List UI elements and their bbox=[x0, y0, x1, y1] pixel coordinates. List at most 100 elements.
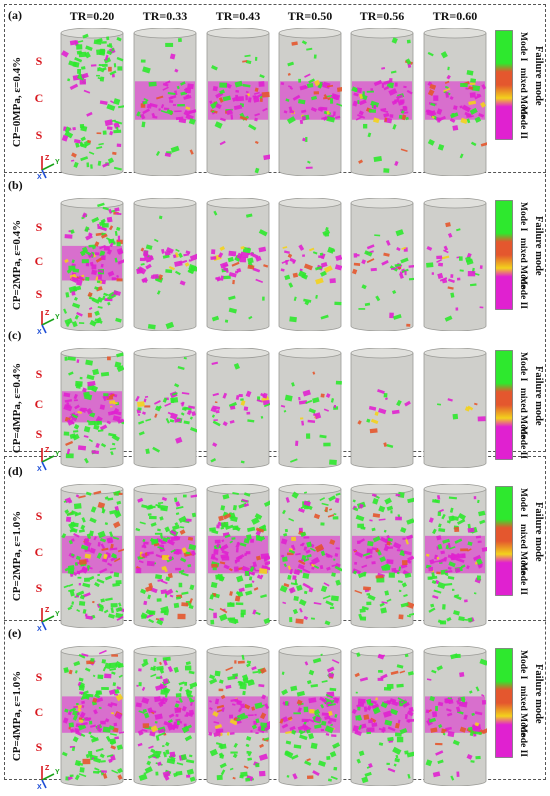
zone-label-center: C bbox=[34, 397, 44, 412]
cylinder-specimen bbox=[278, 646, 342, 786]
legend-label-2: Mode II bbox=[518, 276, 528, 309]
cylinder-specimen bbox=[60, 646, 124, 786]
axis-z-label: Z bbox=[45, 155, 50, 162]
zone-label-center: C bbox=[34, 544, 44, 559]
panel-condition-label: CP=2MPa, ε=1.0% bbox=[11, 510, 23, 602]
axis-z-label: Z bbox=[45, 447, 50, 454]
panel-id: (a) bbox=[8, 8, 22, 22]
cylinder-specimen bbox=[206, 28, 270, 176]
cylinder-specimen bbox=[133, 198, 197, 331]
group-frame-bottom bbox=[4, 456, 546, 780]
axis-x-label: X bbox=[37, 174, 42, 180]
cylinder-specimen bbox=[133, 28, 197, 176]
cylinder-specimen bbox=[278, 348, 342, 468]
axis-x-label: X bbox=[37, 466, 42, 472]
axis-z-label: Z bbox=[45, 310, 50, 317]
cylinder-specimen bbox=[133, 484, 197, 628]
zone-label-side: S bbox=[35, 220, 43, 235]
cylinder-specimen bbox=[278, 484, 342, 628]
cylinder-specimen bbox=[350, 198, 414, 331]
legend-title: Failure mode bbox=[533, 216, 544, 276]
legend-title: Failure mode bbox=[533, 502, 544, 562]
cylinder-specimen bbox=[278, 198, 342, 331]
cylinder-specimen bbox=[60, 484, 124, 628]
legend-color-bar bbox=[495, 486, 513, 596]
separator-ab bbox=[4, 172, 546, 173]
axis-y-label: Y bbox=[55, 611, 60, 618]
axis-x-label: X bbox=[37, 329, 42, 335]
panel-id: (b) bbox=[8, 178, 23, 192]
cylinder-specimen bbox=[133, 348, 197, 468]
legend-label-0: Mode I bbox=[518, 352, 528, 382]
axis-y-label: Y bbox=[55, 159, 60, 166]
cylinder-specimen bbox=[350, 484, 414, 628]
column-header-4: TR=0.56 bbox=[359, 9, 405, 23]
legend-label-0: Mode I bbox=[518, 650, 528, 680]
zone-label-side: S bbox=[35, 127, 43, 142]
axis-y-label: Y bbox=[55, 314, 60, 321]
zone-label-side: S bbox=[35, 53, 43, 68]
cylinder-specimen bbox=[60, 348, 124, 468]
cylinder-specimen bbox=[423, 484, 487, 628]
column-header-5: TR=0.60 bbox=[432, 9, 478, 23]
axis-x-label: X bbox=[37, 784, 42, 790]
column-header-1: TR=0.33 bbox=[142, 9, 188, 23]
cylinder-specimen bbox=[278, 28, 342, 176]
axis-triad-icon: ZY X bbox=[37, 310, 60, 335]
cylinder-specimen bbox=[350, 28, 414, 176]
legend-title: Failure mode bbox=[533, 46, 544, 106]
panel-condition-label: CP=0MPa, ε=0.4% bbox=[11, 56, 23, 148]
zone-label-center: C bbox=[34, 704, 44, 719]
panel-condition-label: CP=4MPa, ε=1.0% bbox=[11, 670, 23, 762]
legend-color-bar bbox=[495, 200, 513, 310]
axis-y-label: Y bbox=[55, 769, 60, 776]
cylinder-specimen bbox=[423, 198, 487, 331]
axis-y-label: Y bbox=[55, 451, 60, 458]
column-header-3: TR=0.50 bbox=[287, 9, 333, 23]
column-header-0: TR=0.20 bbox=[69, 9, 115, 23]
group-frame-top bbox=[4, 4, 546, 452]
legend-label-0: Mode I bbox=[518, 32, 528, 62]
legend-color-bar bbox=[495, 350, 513, 460]
panel-condition-label: CP=2MPa, ε=0.4% bbox=[11, 219, 23, 310]
zone-label-center: C bbox=[34, 90, 44, 105]
cylinder-specimen bbox=[423, 348, 487, 468]
legend-color-bar bbox=[495, 30, 513, 140]
cylinder-specimen bbox=[206, 646, 270, 786]
legend-label-2: Mode II bbox=[518, 724, 528, 757]
panel-id: (e) bbox=[8, 626, 22, 640]
cylinder-specimen bbox=[350, 646, 414, 786]
legend-color-bar bbox=[495, 648, 513, 758]
cylinder-specimen bbox=[60, 28, 124, 176]
separator-de bbox=[4, 620, 546, 621]
cylinder-specimen bbox=[60, 198, 124, 331]
zone-label-side: S bbox=[35, 508, 43, 523]
axis-triad-icon: ZY X bbox=[37, 607, 60, 632]
axis-x-label: X bbox=[37, 626, 42, 632]
zone-label-side: S bbox=[35, 580, 43, 595]
zone-label-side: S bbox=[35, 427, 43, 442]
cylinder-specimen bbox=[133, 646, 197, 786]
axis-triad-icon: ZY X bbox=[37, 447, 60, 472]
zone-label-side: S bbox=[35, 739, 43, 754]
cylinder-specimen bbox=[206, 198, 270, 331]
legend-title: Failure mode bbox=[533, 366, 544, 426]
axis-triad-icon: ZY X bbox=[37, 155, 60, 180]
cylinder-specimen bbox=[206, 484, 270, 628]
legend-label-0: Mode I bbox=[518, 488, 528, 518]
cylinder-specimen bbox=[206, 348, 270, 468]
cylinder-specimen bbox=[423, 28, 487, 176]
zone-label-side: S bbox=[35, 669, 43, 684]
zone-label-side: S bbox=[35, 286, 43, 301]
legend-label-2: Mode II bbox=[518, 426, 528, 459]
axis-z-label: Z bbox=[45, 607, 50, 614]
legend-label-2: Mode II bbox=[518, 106, 528, 139]
legend-label-2: Mode II bbox=[518, 562, 528, 595]
legend-title: Failure mode bbox=[533, 664, 544, 724]
legend-label-0: Mode I bbox=[518, 202, 528, 232]
cylinder-specimen bbox=[350, 348, 414, 468]
zone-label-center: C bbox=[34, 253, 44, 268]
cylinder-specimen bbox=[423, 646, 487, 786]
panel-id: (c) bbox=[8, 328, 22, 342]
zone-label-side: S bbox=[35, 367, 43, 382]
